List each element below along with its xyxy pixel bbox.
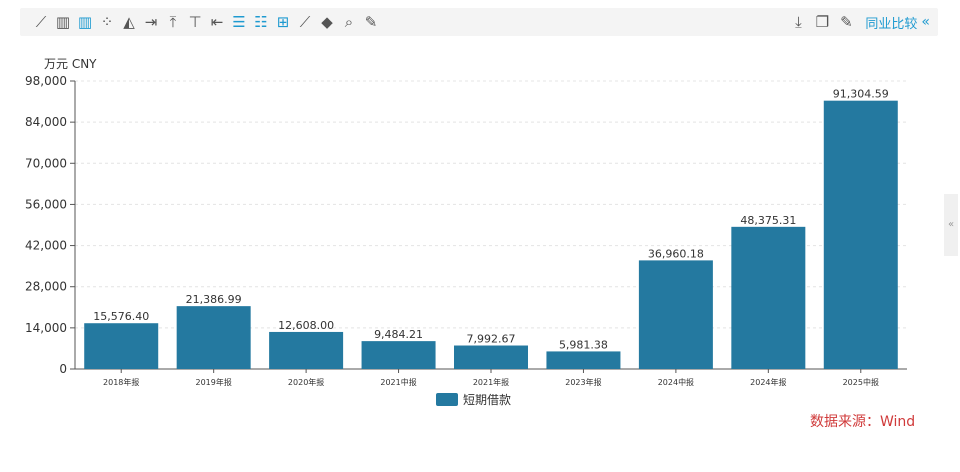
bar[interactable] — [361, 341, 436, 369]
add-box-icon[interactable]: ⊞ — [276, 13, 290, 31]
y-tick-label: 98,000 — [25, 74, 67, 88]
collapse-panel-icon[interactable]: « — [921, 14, 930, 30]
y-tick-label: 70,000 — [25, 156, 67, 170]
bar-chart-icon[interactable]: ▥ — [55, 13, 71, 31]
trend-line-icon[interactable]: ⟋ — [299, 13, 311, 31]
toolbar-right-icons: ⤓ ❐ ✎ — [785, 11, 857, 33]
x-tick-label: 2020年报 — [288, 377, 324, 387]
x-tick-label: 2024年报 — [750, 377, 786, 387]
toolbar-left-icons: ⟋ ▥ ▥ ⁘ ◭ ⇥ ⤒ ⊤ ⇤ ☰ ☷ ⊞ ⟋ ◆ ⌕ ✎ — [30, 11, 382, 33]
bar-value-label: 48,375.31 — [740, 214, 796, 227]
bar[interactable] — [731, 226, 806, 369]
line-chart-icon[interactable]: ⟋ — [35, 13, 47, 31]
edit-icon[interactable]: ✎ — [840, 13, 853, 31]
bar[interactable] — [84, 323, 159, 369]
copy-icon[interactable]: ❐ — [815, 13, 830, 31]
y-tick-label: 0 — [59, 362, 67, 376]
bar-value-label: 91,304.59 — [833, 88, 889, 101]
data-source-note: 数据来源：Wind — [810, 414, 916, 430]
y-tick-label: 28,000 — [25, 280, 67, 294]
x-tick-label: 2021中报 — [380, 377, 416, 387]
legend[interactable]: 短期借款 — [436, 393, 511, 407]
list-active-icon[interactable]: ☰ — [232, 13, 246, 31]
fill-color-icon[interactable]: ◆ — [321, 13, 333, 31]
indent-list-icon[interactable]: ☷ — [254, 13, 268, 31]
x-tick-label: 2018年报 — [103, 377, 139, 387]
x-tick-label: 2019年报 — [195, 377, 231, 387]
bar-value-label: 36,960.18 — [648, 247, 704, 260]
y-axis-unit-label: 万元 CNY — [44, 57, 97, 71]
bar[interactable] — [269, 331, 344, 369]
bar-value-label: 9,484.21 — [374, 328, 423, 341]
bars — [84, 100, 898, 370]
bar[interactable] — [546, 351, 621, 369]
bar-value-label: 7,992.67 — [467, 333, 516, 346]
x-tick-label: 2021年报 — [473, 377, 509, 387]
legend-label[interactable]: 短期借款 — [463, 393, 511, 407]
area-chart-icon[interactable]: ◭ — [123, 13, 135, 31]
y-tick-label: 42,000 — [25, 239, 67, 253]
wrench-icon[interactable]: ✎ — [364, 13, 378, 31]
x-tick-label: 2025中报 — [843, 377, 879, 387]
bar-value-label: 15,576.40 — [93, 310, 149, 323]
scatter-chart-icon[interactable]: ⁘ — [100, 13, 114, 31]
align-right-icon[interactable]: ⇥ — [144, 13, 158, 31]
x-tick-label: 2023年报 — [565, 377, 601, 387]
align-top-icon[interactable]: ⤒ — [169, 13, 177, 31]
download-icon[interactable]: ⤓ — [795, 13, 802, 31]
bar[interactable] — [454, 345, 528, 369]
data-labels: 15,576.40 21,386.99 12,608.00 9,484.21 7,992… — [93, 88, 889, 352]
side-panel-handle[interactable]: « — [944, 194, 958, 256]
toolbar-right: ⤓ ❐ ✎ 同业比较 « — [785, 11, 930, 33]
legend-swatch[interactable] — [436, 393, 458, 406]
bar-value-label: 12,608.00 — [278, 319, 334, 332]
zoom-icon[interactable]: ⌕ — [344, 13, 354, 31]
bar[interactable] — [638, 260, 713, 369]
bar-value-label: 21,386.99 — [186, 293, 242, 306]
align-left-icon[interactable]: ⇤ — [210, 13, 224, 31]
chart-toolbar: ⟋ ▥ ▥ ⁘ ◭ ⇥ ⤒ ⊤ ⇤ ☰ ☷ ⊞ ⟋ ◆ ⌕ ✎ ⤓ ❐ ✎ 同业比较 « — [20, 8, 938, 36]
bar-value-label: 5,981.38 — [559, 338, 608, 351]
y-tick-label: 84,000 — [25, 115, 67, 129]
column-chart-icon[interactable]: ▥ — [77, 13, 93, 31]
list-tree-icon[interactable]: ⊤ — [188, 13, 202, 31]
y-tick-label: 56,000 — [25, 197, 67, 211]
industry-compare-link[interactable]: 同业比较 — [865, 16, 918, 32]
y-tick-label: 14,000 — [25, 321, 67, 335]
bar[interactable] — [176, 306, 251, 369]
x-tick-label: 2024中报 — [658, 377, 694, 387]
bar[interactable] — [823, 100, 898, 370]
